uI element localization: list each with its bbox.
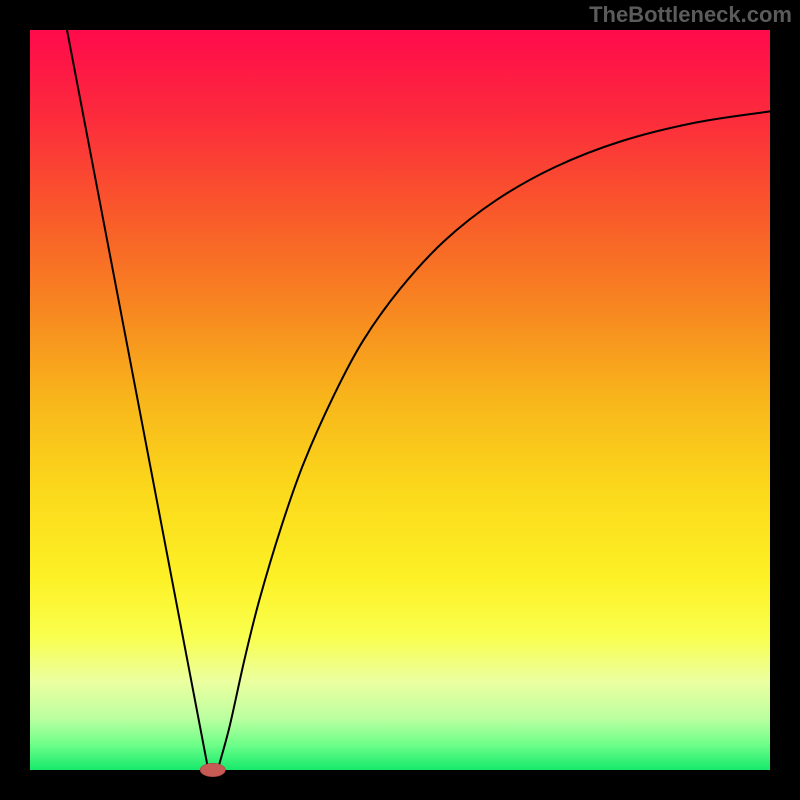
bottleneck-chart: [0, 0, 800, 800]
chart-background-gradient: [30, 30, 770, 770]
optimal-point-marker: [200, 763, 225, 776]
watermark-text: TheBottleneck.com: [589, 2, 792, 28]
chart-container: TheBottleneck.com: [0, 0, 800, 800]
